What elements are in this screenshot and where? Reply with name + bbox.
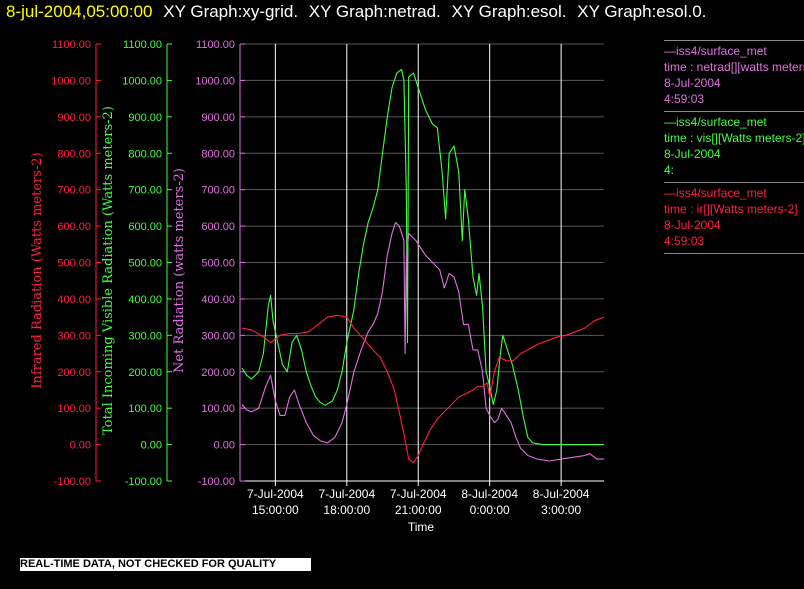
legend-source: —iss4/surface_met [664,186,767,200]
infrared-y-tick-label: 800.00 [57,148,91,160]
netrad-y-tick-label: 600.00 [201,221,235,233]
x-tick-date-label: 8-Jul-2004 [533,487,590,501]
axes: 7-Jul-2004 15:00:00 7-Jul-2004 18:00:00 7-Ju… [51,39,604,517]
series [241,68,605,464]
visible-y-tick-label: 0.00 [141,440,162,452]
x-tick-time-label: 15:00:00 [252,503,299,517]
visible-y-tick-label: 300.00 [128,330,162,342]
infrared-y-tick-label: 200.00 [57,367,91,379]
infrared-y-tick-label: 1000.00 [51,75,91,87]
visible-y-tick-label: 700.00 [128,185,162,197]
visible-y-tick-label: 900.00 [128,112,162,124]
legend-time: 4: [664,163,675,177]
infrared-y-tick-label: 500.00 [57,258,91,270]
legend-variable: time : vis[][Watts meters-2] [664,131,804,145]
x-tick-time-label: 18:00:00 [323,503,370,517]
netrad-y-tick-label: -100.00 [198,476,235,488]
netrad-y-tick-label: 400.00 [201,294,235,306]
visible-y-tick-label: 200.00 [128,367,162,379]
legend-date: 8-Jul-2004 [664,218,721,232]
legend-time: 4:59:03 [664,234,705,248]
visible-y-tick-label: 500.00 [128,258,162,270]
legend-variable: time : netrad[][watts meters-2] [664,60,804,74]
infrared-y-tick-label: -100.00 [54,476,91,488]
netrad-y-tick-label: 100.00 [201,403,235,415]
infrared-y-tick-label: 0.00 [70,440,91,452]
legend-time: 4:59:03 [664,92,705,106]
x-tick-time-label: 21:00:00 [395,503,442,517]
graph-title-netrad: XY Graph:netrad. [308,2,441,21]
graph-title-esol0: XY Graph:esol.0. [577,2,707,21]
x-tick-time-label: 3:00:00 [541,503,581,517]
timestamp: 8-jul-2004,05:00:00 [6,2,153,21]
visible-series-line [241,68,604,446]
infrared-y-tick-label: 900.00 [57,112,91,124]
infrared-y-tick-label: 600.00 [57,221,91,233]
netrad-y-axis-title: Net Radiation (watts meters-2) [172,168,187,373]
infrared-series-line [241,314,605,464]
legend-source: —iss4/surface_met [664,44,767,58]
visible-y-tick-label: -100.00 [125,476,162,488]
visible-y-axis-title: Total Incoming Visible Radiation (Watts … [101,106,116,435]
grid-lines [242,43,604,482]
x-tick-date-label: 8-Jul-2004 [461,487,518,501]
infrared-y-tick-label: 1100.00 [52,39,91,51]
visible-y-tick-label: 600.00 [128,221,162,233]
legend-date: 8-Jul-2004 [664,76,721,90]
netrad-y-tick-label: 1000.00 [195,75,235,87]
x-axis-label: Time [408,520,435,534]
quality-disclaimer: REAL-TIME DATA, NOT CHECKED FOR QUALITY [20,558,311,571]
infrared-y-tick-label: 400.00 [57,294,91,306]
visible-y-tick-label: 400.00 [128,294,162,306]
netrad-y-tick-label: 500.00 [201,258,235,270]
legend-date: 8-Jul-2004 [664,147,721,161]
y-axis-titles: Infrared Radiation (Watts meters-2) Total… [30,106,187,435]
visible-y-tick-label: 100.00 [128,403,162,415]
infrared-y-tick-label: 700.00 [57,185,91,197]
netrad-y-tick-label: 200.00 [201,367,235,379]
visible-y-tick-label: 1000.00 [122,75,162,87]
netrad-y-tick-label: 800.00 [201,148,235,160]
netrad-y-tick-label: 300.00 [201,330,235,342]
netrad-series-line [241,221,604,462]
legend-source: —iss4/surface_met [664,115,767,129]
x-tick-date-label: 7-Jul-2004 [247,487,304,501]
legend-bottom-rule [664,253,804,254]
infrared-y-tick-label: 300.00 [57,330,91,342]
header: 8-jul-2004,05:00:00 XY Graph:xy-grid. XY… [6,2,804,24]
netrad-y-tick-label: 1100.00 [196,39,235,51]
visible-y-tick-label: 800.00 [128,148,162,160]
infrared-y-tick-label: 100.00 [57,403,91,415]
infrared-y-axis-title: Infrared Radiation (Watts meters-2) [30,152,45,388]
netrad-y-tick-label: 900.00 [201,112,235,124]
visible-y-tick-label: 1100.00 [123,39,162,51]
graph-title-esol: XY Graph:esol. [451,2,567,21]
x-tick-time-label: 0:00:00 [470,503,510,517]
netrad-y-tick-label: 0.00 [214,440,235,452]
netrad-y-tick-label: 700.00 [201,185,235,197]
x-tick-date-label: 7-Jul-2004 [318,487,375,501]
legend-variable: time : ir[][Watts meters-2] [664,202,798,216]
graph-title-xy-grid: XY Graph:xy-grid. [163,2,299,21]
x-tick-date-label: 7-Jul-2004 [390,487,447,501]
